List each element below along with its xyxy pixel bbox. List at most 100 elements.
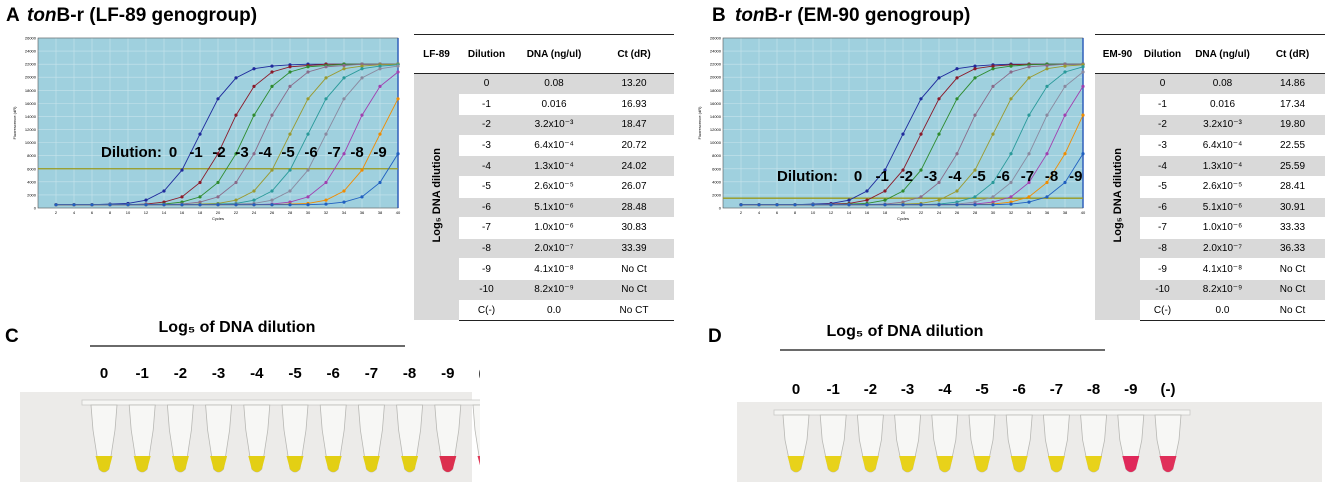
data-point (739, 203, 743, 207)
tube-liquid (324, 456, 342, 472)
table-cell: -6 (459, 197, 514, 219)
table-cell: 19.80 (1260, 114, 1325, 136)
data-point (198, 180, 202, 185)
table-row: -4 1.3x10⁻⁴ 24.02 (414, 155, 674, 177)
data-point (775, 203, 779, 207)
table-cell: 3.2x10⁻³ (1185, 114, 1260, 136)
column-header: Ct (dR) (594, 34, 674, 74)
data-point (1045, 195, 1049, 199)
data-point (1045, 180, 1049, 185)
x-tick-label: 40 (396, 210, 401, 215)
data-point (324, 198, 328, 202)
table-row: -7 1.0x10⁻⁶ 33.33 (1095, 217, 1325, 239)
x-tick-label: 10 (126, 210, 131, 215)
table-cell: 26.07 (594, 176, 674, 198)
column-header: DNA (ng/ul) (1185, 34, 1260, 74)
series-label: -4 (948, 168, 962, 185)
column-header: Dilution (1140, 34, 1185, 74)
tube-label: -8 (1087, 381, 1100, 398)
data-point (234, 203, 238, 207)
series-label: 0 (854, 168, 862, 185)
table-cell: 2.0x10⁻⁷ (514, 238, 594, 260)
series-label: -5 (972, 168, 985, 185)
data-point (973, 168, 977, 172)
table-cell: No Ct (1260, 258, 1325, 280)
x-tick-label: 20 (216, 210, 221, 215)
table-cell: -7 (459, 217, 514, 239)
data-point (1045, 67, 1049, 71)
column-header: LF-89 (414, 34, 459, 74)
series-label: -8 (1045, 168, 1058, 185)
table-cell: 1.3x10⁻⁴ (1185, 155, 1260, 177)
table-cell: 5.1x10⁻⁶ (1185, 197, 1260, 219)
data-point (883, 203, 887, 207)
tube-label: -2 (864, 381, 877, 398)
series-label: -6 (304, 144, 317, 161)
x-tick-label: 36 (360, 210, 365, 215)
x-tick-label: 10 (811, 210, 816, 215)
side-cell: Log₅ DNA dilution (1095, 73, 1140, 322)
data-point (198, 203, 202, 207)
tube-label: 0 (100, 365, 108, 382)
table-cell: -2 (1140, 114, 1185, 136)
data-point (919, 168, 923, 172)
tube-label: -5 (975, 381, 988, 398)
tube-liquid (210, 456, 228, 472)
data-point (306, 70, 310, 74)
table-container: EM-90 Dilution DNA (ng/ul) Ct (dR) Log₅ DNA … (1095, 34, 1325, 322)
table-row: -1 0.016 17.34 (1095, 94, 1325, 116)
tube-label: -1 (136, 365, 149, 382)
data-point (1045, 63, 1049, 68)
tube-liquid (1159, 456, 1177, 472)
tube-strip (773, 409, 1191, 416)
x-tick-label: 38 (1063, 210, 1068, 215)
x-tick-label: 24 (937, 210, 942, 215)
x-tick-label: 16 (865, 210, 870, 215)
x-tick-label: 34 (342, 210, 347, 215)
series-label: -9 (1069, 168, 1082, 185)
data-point (342, 63, 346, 68)
data-table: LF-89 Dilution DNA (ng/ul) Ct (dR) Log₅ DNA … (414, 34, 674, 322)
data-point (1045, 84, 1049, 88)
series-label: -5 (281, 144, 294, 161)
data-point (991, 203, 995, 207)
series-label: -4 (258, 144, 272, 161)
data-point (973, 64, 977, 68)
x-tick-label: 12 (829, 210, 834, 215)
table-cell: 24.02 (594, 155, 674, 177)
title-rest: B-r (EM-90 genogroup) (764, 5, 971, 26)
data-point (198, 195, 202, 199)
data-point (1063, 113, 1067, 117)
data-point (919, 195, 923, 199)
data-point (216, 203, 220, 207)
photo-heading: Log₅ of DNA dilution (159, 319, 316, 336)
data-point (288, 70, 292, 74)
panel-label: C (5, 326, 19, 347)
photo-heading: Log₅ of DNA dilution (827, 323, 984, 340)
data-point (847, 198, 851, 202)
y-tick-label: 26000 (710, 36, 722, 41)
data-point (378, 67, 382, 71)
tube-panel: Log₅ of DNA dilution 0 -1 -2 -3 -4 -5 -6 -7 -8 -9 (… (737, 323, 1322, 482)
data-point (1045, 113, 1049, 117)
tube-liquid (824, 456, 842, 472)
data-point (937, 132, 941, 136)
data-point (901, 203, 905, 207)
data-point (162, 189, 166, 193)
y-tick-label: 18000 (25, 88, 37, 93)
table-cell: -3 (459, 135, 514, 157)
data-point (1027, 180, 1031, 185)
x-tick-label: 28 (973, 210, 978, 215)
data-point (1081, 70, 1085, 74)
data-point (991, 84, 995, 88)
tube-label: -4 (938, 381, 952, 398)
tube-liquid (401, 456, 419, 472)
data-point (288, 203, 292, 207)
table-cell: 1.3x10⁻⁴ (514, 155, 594, 177)
table-cell: 6.4x10⁻⁴ (514, 135, 594, 157)
annotation: Dilution: (777, 168, 838, 185)
data-point (1009, 70, 1013, 74)
table-row: -10 8.2x10⁻⁹ No Ct (1095, 279, 1325, 301)
header-row: LF-89 Dilution DNA (ng/ul) Ct (dR) (414, 34, 674, 74)
